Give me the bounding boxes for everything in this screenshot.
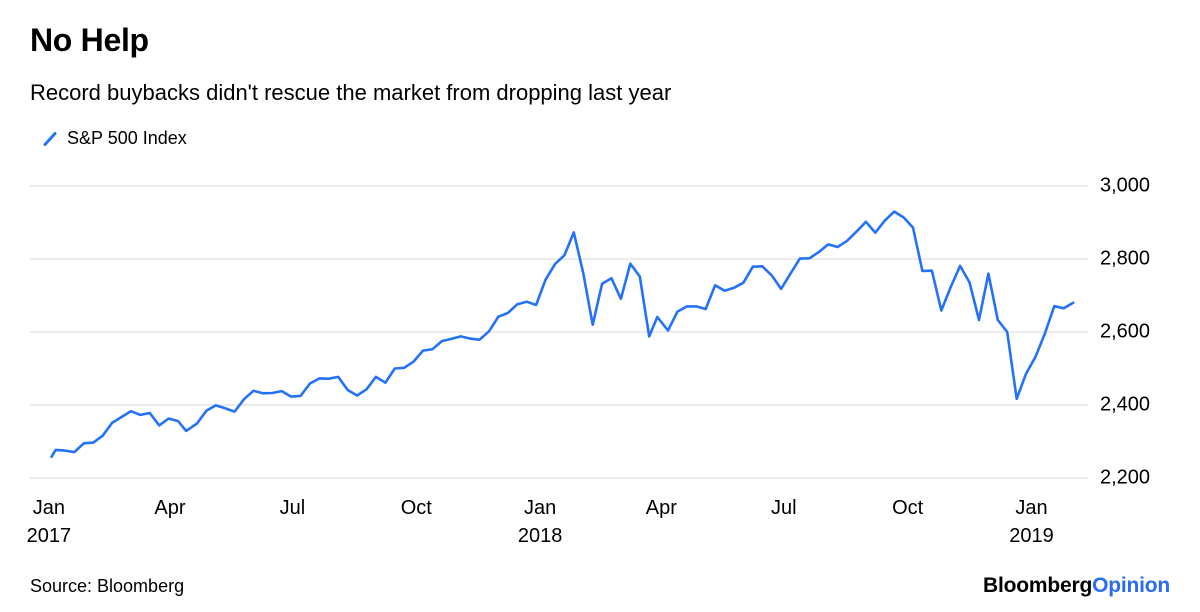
chart-title: No Help bbox=[30, 22, 149, 58]
bloomberg-opinion-logo: BloombergOpinion bbox=[983, 574, 1170, 598]
y-axis-label: 2,200 bbox=[1100, 466, 1151, 489]
x-axis-month-label: Oct bbox=[400, 497, 432, 519]
legend-label: S&P 500 Index bbox=[67, 128, 187, 148]
x-axis-month-label: Jul bbox=[279, 497, 306, 519]
legend-line-icon bbox=[43, 131, 57, 146]
x-axis-year-label: 2018 bbox=[517, 525, 563, 547]
chart-subtitle: Record buybacks didn't rescue the market… bbox=[30, 80, 672, 105]
legend: S&P 500 Index bbox=[42, 128, 187, 149]
x-axis-tick: Apr bbox=[619, 494, 703, 522]
y-axis-label: 2,400 bbox=[1100, 393, 1151, 416]
logo-opinion: Opinion bbox=[1092, 574, 1170, 597]
x-axis-month-label: Jul bbox=[770, 497, 797, 519]
x-axis-month-label: Apr bbox=[645, 497, 677, 519]
x-axis-month-label: Apr bbox=[154, 497, 186, 519]
sp500-line bbox=[50, 210, 1075, 459]
x-axis-year-label: 2019 bbox=[1009, 525, 1054, 547]
y-axis-label: 2,600 bbox=[1100, 320, 1151, 343]
logo-bloomberg: Bloomberg bbox=[983, 574, 1093, 597]
y-axis-label: 2,800 bbox=[1100, 247, 1151, 270]
x-axis-tick: Jan 2018 bbox=[498, 494, 582, 550]
x-axis-tick: Jul bbox=[250, 494, 334, 522]
x-axis-tick: Jan 2017 bbox=[7, 494, 91, 550]
x-axis-tick: Jul bbox=[742, 494, 826, 522]
x-axis-year-label: 2017 bbox=[26, 525, 72, 547]
x-axis-month-label: Jan bbox=[1015, 497, 1048, 519]
y-axis-label: 3,000 bbox=[1100, 174, 1151, 197]
source-note: Source: Bloomberg bbox=[30, 576, 185, 596]
x-axis-month-label: Jan bbox=[32, 497, 65, 519]
x-axis-tick: Apr bbox=[128, 494, 212, 522]
x-axis-month-label: Oct bbox=[892, 497, 924, 519]
x-axis-tick: Oct bbox=[866, 494, 950, 522]
x-axis-month-label: Jan bbox=[524, 497, 557, 519]
x-axis-tick: Oct bbox=[374, 494, 458, 522]
x-axis-tick: Jan 2019 bbox=[989, 494, 1073, 550]
